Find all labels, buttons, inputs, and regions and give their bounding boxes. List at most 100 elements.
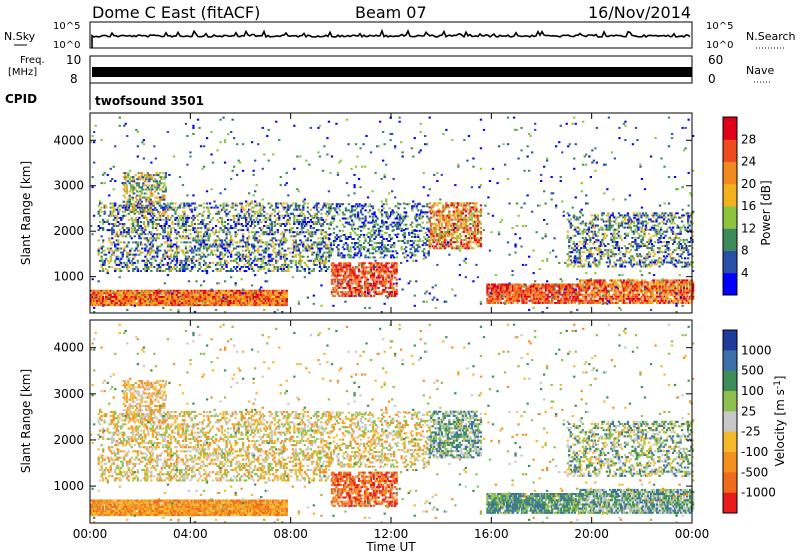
echo-cell: [101, 203, 103, 205]
echo-cell: [316, 215, 318, 217]
echo-cell: [247, 217, 249, 219]
echo-cell: [307, 203, 309, 205]
echo-cell: [182, 217, 184, 219]
echo-cell: [404, 207, 406, 209]
echo-cell: [143, 260, 145, 262]
echo-cell: [396, 216, 398, 218]
echo-cell: [326, 268, 328, 270]
echo-cell: [296, 268, 298, 270]
echo-cell: [235, 235, 237, 237]
echo-cell: [212, 270, 214, 272]
echo-cell: [286, 254, 288, 256]
echo-cell: [457, 209, 459, 211]
echo-cell: [156, 180, 158, 182]
echo-cell: [227, 256, 229, 258]
echo-cell: [168, 237, 170, 239]
echo-cell: [438, 213, 440, 215]
echo-cell: [141, 215, 143, 217]
echo-cell: [420, 209, 422, 211]
echo-cell: [259, 219, 261, 221]
echo-cell: [358, 218, 360, 220]
echo-cell: [256, 217, 258, 219]
echo-cell: [271, 296, 273, 298]
echo-cell: [325, 205, 327, 207]
echo-cell: [347, 293, 349, 295]
echo-cell: [262, 227, 264, 229]
echo-cell: [174, 229, 176, 231]
echo-cell: [235, 203, 237, 205]
echo-cell: [140, 237, 142, 239]
echo-cell: [230, 256, 232, 258]
echo-cell: [236, 241, 238, 243]
echo-cell: [465, 206, 467, 208]
echo-cell: [250, 254, 252, 256]
echo-cell: [301, 211, 303, 213]
echo-cell: [95, 304, 97, 306]
echo-cell: [127, 176, 129, 178]
echo-cell: [325, 231, 327, 233]
echo-cell: [364, 262, 366, 264]
echo-cell: [286, 203, 288, 205]
echo-cell: [271, 225, 273, 227]
echo-cell: [311, 215, 313, 217]
echo-cell: [289, 219, 291, 221]
echo-cell: [222, 207, 224, 209]
echo-cell: [360, 254, 362, 256]
echo-cell: [337, 244, 339, 246]
echo-cell: [149, 244, 151, 246]
echo-cell: [235, 231, 237, 233]
echo-cell: [302, 227, 304, 229]
echo-cell: [283, 209, 285, 211]
echo-cell: [465, 215, 467, 217]
echo-cell: [101, 211, 103, 213]
echo-cell: [295, 260, 297, 262]
echo-cell: [271, 221, 273, 223]
echo-cell: [174, 219, 176, 221]
echo-cell: [310, 260, 312, 262]
echo-cell: [119, 229, 121, 231]
echo-cell: [507, 290, 509, 292]
echo-cell: [459, 237, 461, 239]
echo-cell: [293, 246, 295, 248]
echo-cell: [260, 207, 262, 209]
echo-cell: [150, 258, 152, 260]
echo-cell: [156, 217, 158, 219]
echo-cell: [135, 266, 137, 268]
echo-cell: [525, 300, 527, 302]
echo-cell: [263, 225, 265, 227]
echo-cell: [203, 241, 205, 243]
echo-cell: [170, 239, 172, 241]
echo-cell: [238, 213, 240, 215]
echo-cell: [238, 221, 240, 223]
echo-cell: [358, 240, 360, 242]
echo-cell: [396, 269, 398, 271]
echo-cell: [171, 215, 173, 217]
echo-cell: [132, 225, 134, 227]
echo-cell: [351, 242, 353, 244]
echo-cell: [376, 269, 378, 271]
echo-cell: [201, 252, 203, 254]
echo-cell: [433, 235, 435, 237]
echo-cell: [272, 292, 274, 294]
echo-cell: [328, 211, 330, 213]
echo-cell: [224, 254, 226, 256]
echo-cell: [284, 225, 286, 227]
echo-cell: [192, 262, 194, 264]
echo-cell: [182, 219, 184, 221]
echo-cell: [320, 233, 322, 235]
echo-cell: [260, 258, 262, 260]
echo-cell: [343, 256, 345, 258]
echo-cell: [301, 215, 303, 217]
echo-cell: [134, 268, 136, 270]
echo-cell: [120, 258, 122, 260]
echo-cell: [311, 246, 313, 248]
echo-cell: [337, 285, 339, 287]
echo-cell: [313, 227, 315, 229]
echo-cell: [372, 218, 374, 220]
echo-cell: [253, 215, 255, 217]
echo-cell: [138, 254, 140, 256]
echo-cell: [163, 195, 165, 197]
echo-cell: [116, 231, 118, 233]
echo-cell: [251, 268, 253, 270]
